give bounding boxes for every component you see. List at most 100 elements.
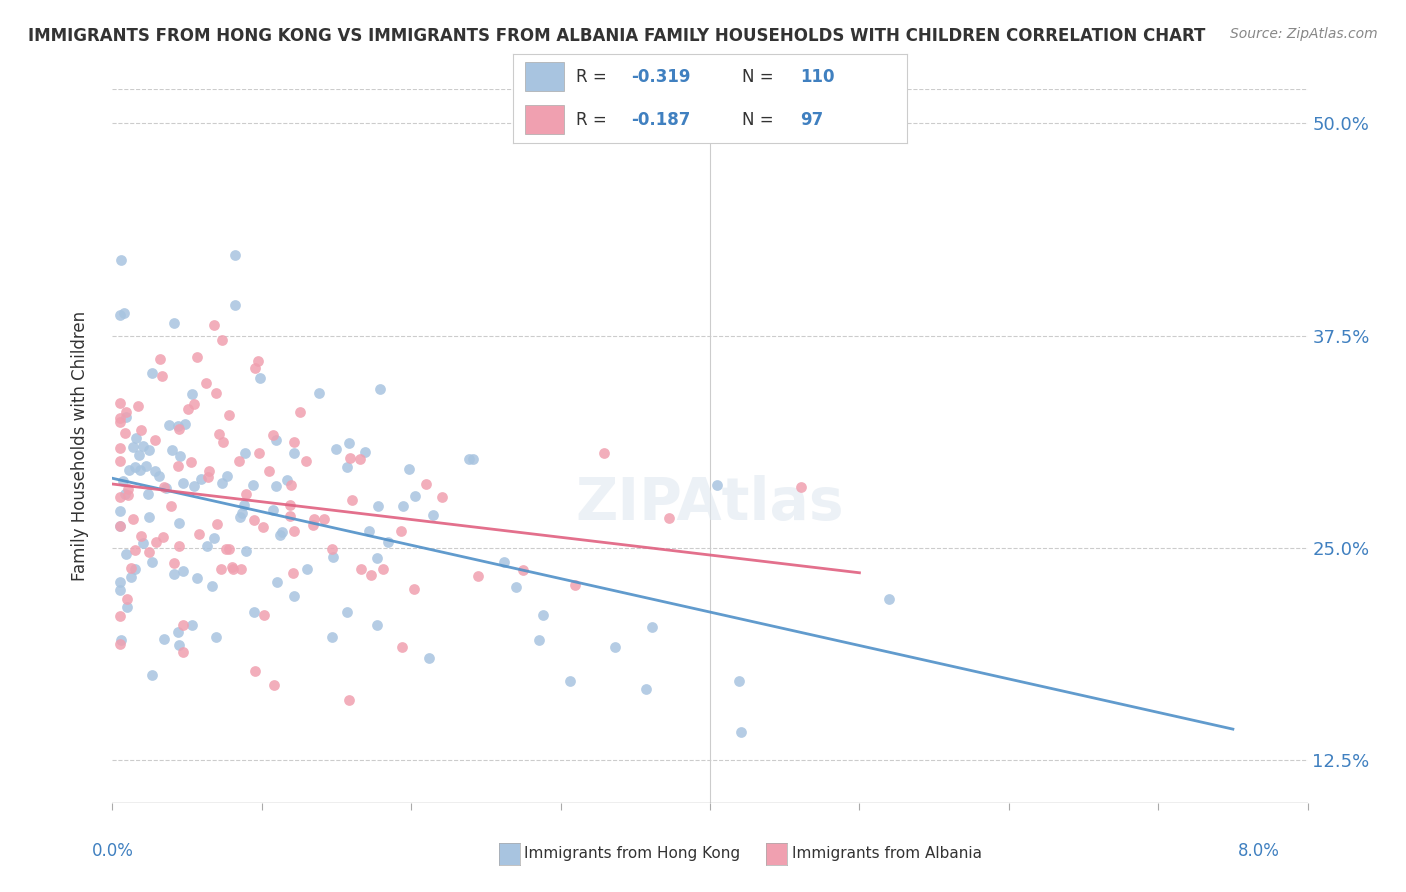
Point	[172, 645, 194, 659]
Point	[263, 678, 285, 692]
Point	[211, 435, 233, 450]
Point	[205, 385, 228, 400]
Point	[283, 524, 305, 538]
Point	[115, 600, 138, 615]
Point	[280, 498, 302, 512]
Point	[167, 422, 190, 436]
Point	[180, 618, 202, 632]
Point	[114, 487, 136, 501]
Point	[138, 443, 160, 458]
Point	[392, 499, 415, 513]
Text: R =: R =	[576, 111, 612, 128]
Point	[461, 452, 484, 467]
Point	[148, 469, 170, 483]
Point	[727, 674, 749, 689]
Point	[350, 562, 373, 576]
Point	[368, 382, 391, 396]
Text: -0.319: -0.319	[631, 68, 690, 86]
Point	[173, 417, 195, 431]
Point	[730, 725, 752, 739]
Point	[108, 309, 131, 323]
Point	[222, 562, 245, 576]
Point	[108, 396, 131, 410]
Point	[492, 556, 515, 570]
Point	[127, 399, 149, 413]
Point	[245, 361, 267, 376]
Text: N =: N =	[741, 68, 779, 86]
Point	[790, 479, 813, 493]
Point	[302, 512, 325, 526]
Point	[391, 524, 413, 538]
Point	[128, 463, 150, 477]
Point	[149, 351, 172, 366]
Point	[321, 630, 343, 644]
Point	[706, 477, 728, 491]
Point	[276, 473, 298, 487]
Point	[262, 427, 284, 442]
Point	[641, 620, 664, 634]
Point	[418, 651, 440, 665]
Point	[264, 478, 287, 492]
Bar	[524, 105, 564, 134]
Point	[269, 528, 291, 542]
Point	[202, 531, 225, 545]
Point	[658, 511, 681, 525]
Point	[335, 460, 357, 475]
Point	[108, 441, 131, 455]
Point	[124, 562, 146, 576]
Text: Immigrants from Hong Kong: Immigrants from Hong Kong	[524, 847, 741, 861]
Point	[314, 511, 336, 525]
Point	[398, 461, 420, 475]
Point	[110, 633, 132, 648]
Point	[163, 566, 186, 581]
Point	[634, 681, 657, 696]
Point	[159, 499, 181, 513]
Point	[558, 674, 581, 689]
Point	[169, 638, 191, 652]
Point	[295, 562, 318, 576]
Point	[243, 513, 266, 527]
Point	[108, 490, 131, 504]
Point	[564, 578, 586, 592]
Point	[186, 571, 208, 585]
Point	[115, 591, 138, 606]
Point	[110, 252, 132, 267]
Bar	[524, 62, 564, 91]
Point	[531, 607, 554, 622]
Point	[349, 451, 371, 466]
Y-axis label: Family Households with Children: Family Households with Children	[70, 311, 89, 581]
Point	[215, 469, 238, 483]
Point	[143, 433, 166, 447]
Point	[128, 448, 150, 462]
Point	[215, 541, 238, 556]
Point	[337, 692, 360, 706]
Point	[177, 402, 200, 417]
Point	[132, 536, 155, 550]
Text: 8.0%: 8.0%	[1237, 842, 1279, 860]
Text: R =: R =	[576, 68, 612, 86]
Point	[211, 476, 233, 491]
Text: 97: 97	[800, 111, 824, 128]
Point	[153, 632, 176, 646]
Point	[195, 540, 218, 554]
Text: 110: 110	[800, 68, 835, 86]
Point	[155, 481, 177, 495]
Point	[529, 633, 551, 648]
Point	[402, 582, 425, 596]
Point	[167, 539, 190, 553]
Point	[205, 630, 228, 644]
Point	[135, 458, 157, 473]
Point	[391, 640, 413, 654]
Point	[141, 366, 163, 380]
Text: N =: N =	[741, 111, 779, 128]
Point	[432, 490, 454, 504]
Point	[172, 564, 194, 578]
Point	[366, 551, 388, 566]
Point	[115, 548, 138, 562]
Point	[280, 478, 302, 492]
Point	[224, 298, 246, 312]
Point	[262, 503, 284, 517]
Point	[167, 458, 190, 473]
Point	[357, 524, 380, 538]
Point	[129, 423, 152, 437]
